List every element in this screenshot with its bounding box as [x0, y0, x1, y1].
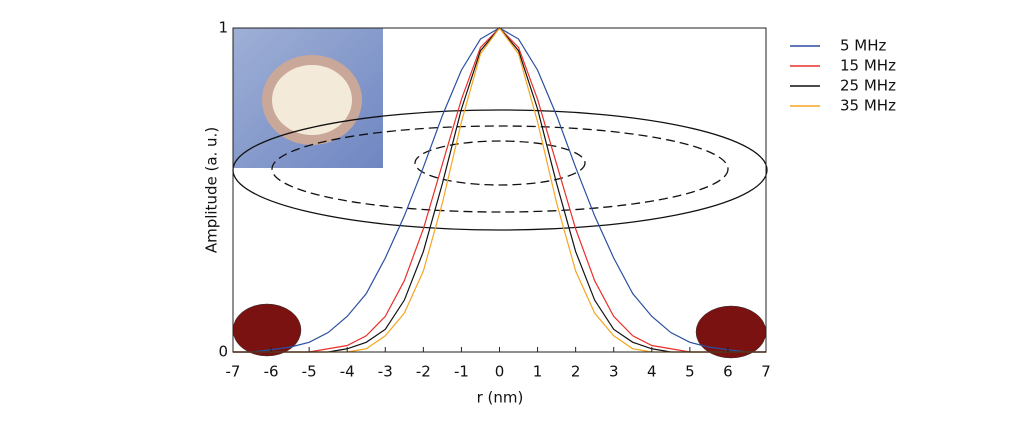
x-tick-label: -3: [378, 363, 393, 381]
legend-label: 5 MHz: [840, 37, 887, 55]
inner-ellipse: [414, 140, 586, 186]
x-tick-label: -2: [416, 363, 431, 381]
x-tick-label: -6: [264, 363, 279, 381]
middle-ellipse: [271, 125, 729, 213]
x-tick-label: -7: [226, 363, 241, 381]
x-tick-label: -5: [302, 363, 317, 381]
x-tick-label: 7: [761, 363, 771, 381]
legend-label: 25 MHz: [840, 77, 896, 95]
x-tick-label: 1: [533, 363, 543, 381]
y-tick-label: 1: [218, 19, 228, 37]
x-tick-label: -4: [340, 363, 355, 381]
x-tick-label: 5: [685, 363, 695, 381]
disc-face: [272, 65, 352, 135]
y-tick-label: 0: [218, 343, 228, 361]
x-tick-label: 0: [495, 363, 505, 381]
x-tick-label: 4: [647, 363, 657, 381]
legend-label: 15 MHz: [840, 57, 896, 75]
x-tick-label: 6: [723, 363, 733, 381]
x-tick-label: 3: [609, 363, 619, 381]
y-axis-label: Amplitude (a. u.): [203, 127, 221, 253]
x-axis-label: r (nm): [477, 389, 524, 407]
x-tick-label: 2: [571, 363, 581, 381]
electrode: [232, 303, 302, 357]
x-tick-label: -1: [454, 363, 469, 381]
legend-label: 35 MHz: [840, 97, 896, 115]
